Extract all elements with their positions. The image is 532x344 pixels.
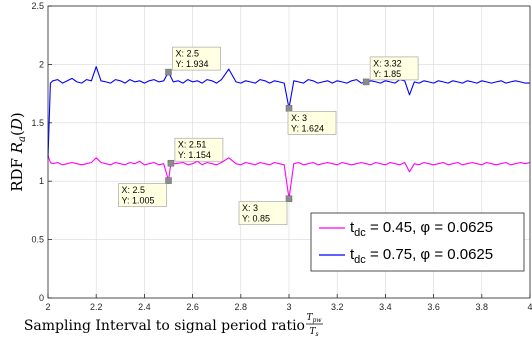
datatip-y-label: Y: 1.85 [373,69,401,79]
y-tick-label: 2 [39,59,44,69]
y-axis-label: RDF Ra(D) [8,112,28,192]
datatip-y-label: Y: 1.934 [176,59,209,69]
datatip-y-label: Y: 1.154 [178,150,211,160]
x-tick-label: 3.8 [476,302,489,312]
datatip-box [174,137,224,162]
y-tick-label: 1.5 [31,118,44,128]
datatip-5[interactable]: X: 2.5Y: 1.005 [118,177,172,207]
x-tick-label: 4 [527,302,532,312]
datatip-x-label: X: 3 [242,203,258,213]
x-tick-label: 2 [45,302,50,312]
x-tick-label: 2.6 [186,302,199,312]
datatip-y-label: Y: 1.005 [122,196,155,206]
x-axis-fraction: Tpw Ts [306,313,323,338]
datatip-x-label: X: 3.32 [373,58,402,68]
datatip-marker [165,68,172,76]
datatip-6[interactable]: X: 3Y: 0.85 [238,195,293,226]
legend-box [310,212,525,272]
datatip-box [369,56,419,81]
datatip-box [238,201,288,226]
x-tick-label: 3.6 [427,302,440,312]
x-tick-label: 2.8 [235,302,248,312]
datatip-1[interactable]: X: 2.5Y: 1.934 [165,46,221,76]
x-axis-fraction-numerator: Tpw [307,313,323,324]
datatip-x-label: X: 2.5 [122,185,146,195]
datatip-x-label: X: 2.51 [178,140,207,150]
legend: tdc = 0.45, φ = 0.0625 tdc = 0.75, φ = 0… [310,212,525,272]
datatip-3[interactable]: X: 3Y: 1.624 [285,105,337,135]
datatip-marker [165,177,172,184]
datatip-y-label: Y: 1.624 [291,123,324,133]
datatip-box [118,183,167,207]
y-tick-label: 0.5 [31,235,44,245]
legend-label-1: tdc = 0.45, φ = 0.0625 [350,219,493,239]
datatips: X: 2.5Y: 1.934 X: 3.32Y: 1.85X: 3Y: 1.624… [118,46,419,226]
datatip-y-label: Y: 0.85 [242,214,270,224]
x-axis-fraction-denominator: Ts [309,327,318,338]
datatip-box [287,111,337,135]
datatip-box [172,46,221,71]
legend-label-2: tdc = 0.75, φ = 0.0625 [350,246,493,266]
axis-ticks: 2 2.2 2.4 2.6 2.8 3 3.2 3.4 3.6 3.8 4 0 0.5 1 1.5 2 2.5 [31,1,532,312]
datatip-marker [285,195,293,202]
datatip-marker [285,105,293,112]
datatip-marker [167,159,175,167]
x-tick-label: 3.4 [379,302,392,312]
datatip-2[interactable]: X: 3.32Y: 1.85 [362,56,419,86]
x-axis-label: Sampling Interval to signal period ratio [24,318,305,334]
y-tick-label: 1 [39,176,44,186]
x-tick-label: 2.4 [138,302,151,312]
y-tick-label: 0 [39,293,44,303]
y-tick-label: 2.5 [31,1,44,11]
x-tick-label: 3.2 [331,302,344,312]
x-tick-label: 2.2 [90,302,103,312]
datatip-x-label: X: 2.5 [176,49,200,59]
datatip-4[interactable]: X: 2.51Y: 1.154 [167,137,224,167]
x-tick-label: 3 [286,302,291,312]
datatip-x-label: X: 3 [291,113,307,123]
datatip-marker [362,78,370,86]
